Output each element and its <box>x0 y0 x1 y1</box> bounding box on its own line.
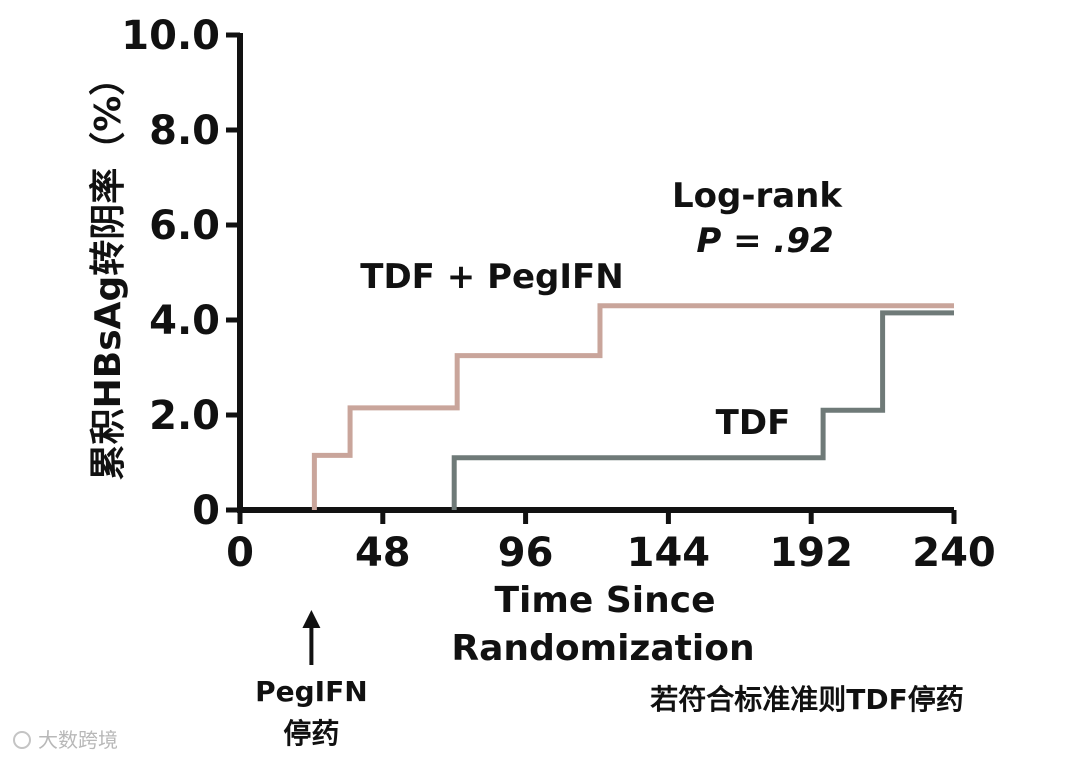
y-tick-label: 2.0 <box>149 393 220 439</box>
x-tick-label: 240 <box>912 530 996 576</box>
x-tick-label: 96 <box>498 530 554 576</box>
watermark-logo-icon <box>13 731 31 749</box>
footnote: 若符合标准准则TDF停药 <box>650 683 963 716</box>
pegifn-stop-label-line1: PegIFN <box>255 675 368 708</box>
y-tick-label: 0 <box>192 488 220 534</box>
series-label-tdf: TDF <box>716 403 791 443</box>
x-tick-label: 48 <box>355 530 411 576</box>
arrow-head-icon <box>302 610 321 628</box>
pegifn-stop-label-line2: 停药 <box>283 717 339 750</box>
y-tick-label: 4.0 <box>149 298 220 344</box>
x-tick-label: 144 <box>627 530 711 576</box>
y-tick-label: 10.0 <box>121 13 220 59</box>
y-axis-title: 累积HBsAg转阴率（%） <box>88 60 129 481</box>
series-layer <box>311 303 954 510</box>
x-tick-label: 192 <box>769 530 853 576</box>
x-tick-label: 0 <box>226 530 254 576</box>
logrank-p-value: P = .92 <box>696 221 833 261</box>
y-ticks: 0 2.0 4.0 6.0 8.0 10.0 <box>121 13 240 534</box>
x-ticks: 0 48 96 144 192 240 <box>226 510 996 576</box>
x-axis-title-line2: Randomization <box>451 628 754 669</box>
series-line-tdf-pegifn <box>311 303 954 510</box>
series-line-tdf <box>451 310 954 510</box>
series-label-tdf-pegifn: TDF + PegIFN <box>360 257 623 297</box>
watermark-text: 大数跨境 <box>38 728 118 752</box>
logrank-label: Log-rank <box>672 176 843 216</box>
y-tick-label: 6.0 <box>149 203 220 249</box>
y-tick-label: 8.0 <box>149 108 220 154</box>
x-axis-title-line1: Time Since <box>494 580 715 621</box>
